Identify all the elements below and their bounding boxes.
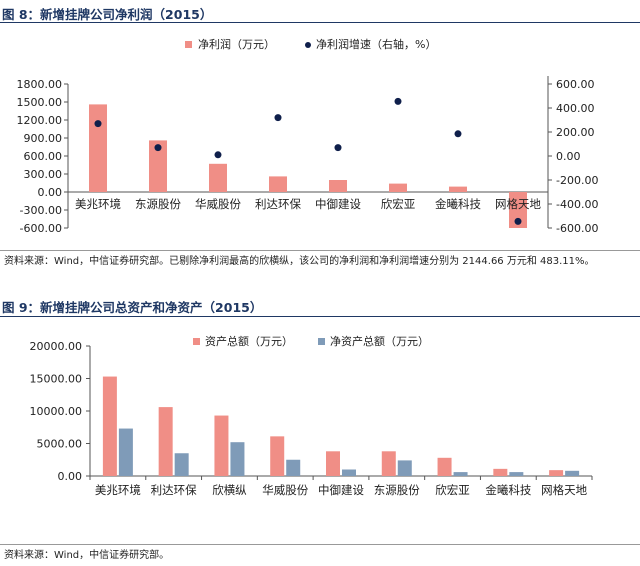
legend-swatch-total-assets xyxy=(193,338,200,345)
y-tick-label: 5000.00 xyxy=(37,438,83,451)
category-label: 美兆环境 xyxy=(75,197,121,211)
category-label: 欣宏亚 xyxy=(435,483,470,497)
legend-label-growth: 净利润增速（右轴，%） xyxy=(316,37,436,51)
left-tick-label: 300.00 xyxy=(24,168,63,181)
left-tick-label: 0.00 xyxy=(38,186,63,199)
figure-8-bottom-rule xyxy=(0,250,640,251)
assets-chart: 资产总额（万元） 净资产总额（万元） 20000.00 15000.00 10000.0… xyxy=(30,334,593,497)
growth-point xyxy=(454,130,462,138)
growth-point xyxy=(514,217,522,225)
total-assets-bar xyxy=(493,468,508,476)
left-tick-label: 1500.00 xyxy=(17,96,63,109)
figure-9-title: 图 9：新增挂牌公司总资产和净资产（2015） xyxy=(2,300,263,315)
net-profit-chart: 净利润（万元） 净利润增速（右轴，%） 1800.00 1500.00 1200.00 9… xyxy=(17,37,599,235)
growth-point xyxy=(394,97,402,105)
left-tick-label: 600.00 xyxy=(24,150,63,163)
growth-point xyxy=(214,151,222,159)
right-tick-label: -200.00 xyxy=(556,174,598,187)
net-profit-bar xyxy=(449,186,467,192)
right-tick-label: 200.00 xyxy=(556,126,595,139)
net-profit-bar xyxy=(149,140,167,192)
category-label: 华威股份 xyxy=(262,483,308,497)
category-label: 利达环保 xyxy=(151,483,197,497)
total-assets-bar xyxy=(102,376,117,476)
net-profit-bar xyxy=(89,104,107,192)
growth-point xyxy=(334,144,342,152)
right-tick-label: 0.00 xyxy=(556,150,581,163)
net-assets-bar xyxy=(342,469,356,476)
net-assets-bar xyxy=(397,460,412,476)
growth-point xyxy=(154,144,162,152)
category-label: 网格天地 xyxy=(495,197,541,211)
category-label: 中御建设 xyxy=(315,197,361,211)
y-tick-label: 0.00 xyxy=(58,470,83,483)
y-tick-label: 10000.00 xyxy=(30,405,83,418)
category-label: 金曦科技 xyxy=(485,483,531,497)
legend-swatch-net-assets xyxy=(318,338,325,345)
total-assets-bar xyxy=(214,415,229,476)
left-tick-label: 1800.00 xyxy=(17,78,63,91)
legend-label-net-profit: 净利润（万元） xyxy=(198,37,275,51)
category-label: 东源股份 xyxy=(374,483,420,497)
left-tick-label: -600.00 xyxy=(20,222,62,235)
net-assets-bar xyxy=(230,442,245,476)
left-tick-label: 900.00 xyxy=(24,132,63,145)
y-tick-label: 20000.00 xyxy=(30,340,83,353)
legend-marker-growth xyxy=(305,42,311,48)
right-tick-label: -600.00 xyxy=(556,222,598,235)
net-assets-bar xyxy=(286,459,301,476)
category-label: 美兆环境 xyxy=(95,483,141,497)
category-label: 金曦科技 xyxy=(435,197,481,211)
net-assets-bar xyxy=(118,428,133,476)
category-label: 中御建设 xyxy=(318,483,364,497)
legend-label-net-assets: 净资产总额（万元） xyxy=(330,334,429,348)
left-tick-label: 1200.00 xyxy=(17,114,63,127)
net-profit-bar xyxy=(389,183,407,192)
right-tick-label: 600.00 xyxy=(556,78,595,91)
net-profit-bar xyxy=(509,192,527,228)
figure-8-title: 图 8：新增挂牌公司净利润（2015） xyxy=(2,7,213,22)
figure-9-source-note: 资料来源：Wind，中信证券研究部。 xyxy=(4,550,170,561)
net-profit-bar xyxy=(209,163,227,192)
category-label: 网格天地 xyxy=(541,483,587,497)
net-profit-bar xyxy=(329,180,347,192)
category-label: 华威股份 xyxy=(195,197,241,211)
left-tick-label: -300.00 xyxy=(20,204,62,217)
net-profit-bar xyxy=(269,176,287,192)
category-label: 欣横纵 xyxy=(212,483,247,497)
category-label: 利达环保 xyxy=(255,197,301,211)
y-tick-label: 15000.00 xyxy=(30,373,83,386)
net-assets-bar xyxy=(453,472,468,476)
net-assets-bar xyxy=(174,453,189,476)
figure-9-top-rule xyxy=(0,316,640,317)
figure-9-bottom-rule xyxy=(0,544,640,545)
total-assets-bar xyxy=(270,436,285,476)
growth-point xyxy=(274,114,282,122)
total-assets-bar xyxy=(381,451,396,476)
legend-swatch-net-profit xyxy=(185,41,192,48)
right-tick-label: -400.00 xyxy=(556,198,598,211)
net-assets-bar xyxy=(509,472,524,476)
total-assets-bar xyxy=(549,470,564,476)
figure-8-top-rule xyxy=(0,22,640,23)
net-assets-bar xyxy=(565,470,580,476)
figure-8-source-note: 资料来源：Wind，中信证券研究部。已剔除净利润最高的欣横纵，该公司的净利润和净… xyxy=(4,256,595,267)
growth-point xyxy=(94,120,102,128)
category-label: 欣宏亚 xyxy=(381,197,416,211)
right-tick-label: 400.00 xyxy=(556,102,595,115)
total-assets-bar xyxy=(437,457,452,476)
total-assets-bar xyxy=(158,407,173,476)
category-label: 东源股份 xyxy=(135,197,181,211)
legend-label-total-assets: 资产总额（万元） xyxy=(205,334,293,348)
total-assets-bar xyxy=(326,451,340,476)
